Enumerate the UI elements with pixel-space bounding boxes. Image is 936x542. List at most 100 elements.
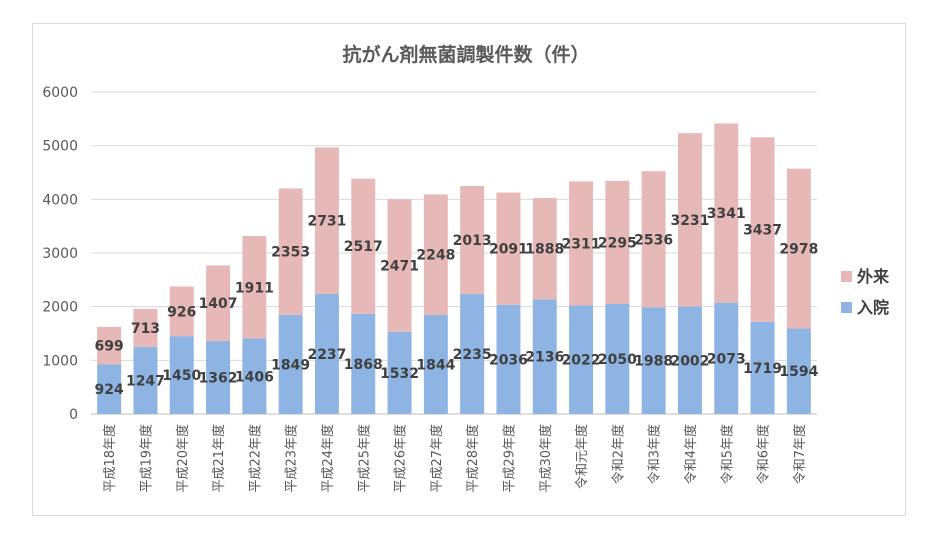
data-label: 1911 xyxy=(235,280,274,296)
bar-outpatient-10 xyxy=(460,186,485,295)
data-label: 2022 xyxy=(562,353,601,369)
chart-title: 抗がん剤無菌調製件数（件） xyxy=(342,43,589,66)
bar-outpatient-15 xyxy=(641,171,666,308)
data-label: 3437 xyxy=(743,223,782,239)
y-axis: 0 1000 2000 3000 4000 5000 6000 xyxy=(42,85,78,423)
data-label: 2013 xyxy=(453,233,492,249)
x-tick-label: 平成21年度 xyxy=(211,424,227,493)
stacked-bar-chart: 抗がん剤無菌調製件数（件） 0100020003000400050006000 … xyxy=(42,43,890,493)
bar-inpatient-1 xyxy=(133,347,158,414)
legend-swatch xyxy=(841,271,852,282)
x-tick-label: 令和5年度 xyxy=(719,424,735,484)
data-label: 1450 xyxy=(162,368,201,384)
legend-label: 外来 xyxy=(856,267,890,286)
bar-inpatient-12 xyxy=(532,299,557,414)
data-label: 1247 xyxy=(126,374,165,390)
x-axis: 平成18年度 平成19年度 平成20年度 平成21年度 平成22年度 平成23年度 平成24… xyxy=(102,424,808,493)
bar-outpatient-8 xyxy=(387,199,412,332)
bar-outpatient-13 xyxy=(569,181,594,306)
x-tick-label: 平成19年度 xyxy=(138,424,154,493)
bar-inpatient-8 xyxy=(387,331,412,414)
data-label: 926 xyxy=(167,304,196,320)
data-label: 3231 xyxy=(670,213,709,229)
x-tick-label: 平成23年度 xyxy=(284,424,300,493)
x-tick-label: 平成18年度 xyxy=(102,424,118,493)
bar-inpatient-17 xyxy=(714,302,739,414)
x-tick-label: 平成28年度 xyxy=(465,424,481,493)
data-label: 2517 xyxy=(344,239,383,255)
data-label: 1594 xyxy=(779,364,818,380)
x-tick-label: 平成24年度 xyxy=(320,424,336,493)
x-tick-label: 平成25年度 xyxy=(356,424,372,493)
data-label: 1888 xyxy=(525,242,564,258)
y-tick-label: 0 xyxy=(69,407,78,423)
data-label: 2978 xyxy=(779,242,818,258)
bar-outpatient-12 xyxy=(532,198,557,300)
x-tick-label: 令和4年度 xyxy=(683,424,699,484)
data-label: 1988 xyxy=(634,354,673,370)
data-label: 2073 xyxy=(707,351,746,367)
bar-outpatient-6 xyxy=(314,147,339,294)
bar-inpatient-0 xyxy=(97,364,122,414)
data-label: 1407 xyxy=(199,296,238,312)
bar-outpatient-9 xyxy=(423,194,448,316)
data-label: 2248 xyxy=(416,248,455,264)
data-label: 2002 xyxy=(670,353,709,369)
bar-outpatient-3 xyxy=(206,265,231,341)
y-tick-label: 4000 xyxy=(42,192,78,208)
x-tick-label: 令和2年度 xyxy=(610,424,626,484)
data-label: 1362 xyxy=(199,370,238,386)
bar-outpatient-17 xyxy=(714,123,739,303)
x-tick-label: 平成26年度 xyxy=(393,424,409,493)
bar-outpatient-2 xyxy=(169,286,194,337)
data-label: 699 xyxy=(95,339,124,355)
data-label: 2536 xyxy=(634,232,673,248)
bar-outpatient-4 xyxy=(242,235,267,339)
bar-outpatient-19 xyxy=(786,168,811,329)
bars xyxy=(97,123,811,414)
y-tick-label: 3000 xyxy=(42,246,78,262)
bar-inpatient-10 xyxy=(460,294,485,414)
bar-outpatient-5 xyxy=(278,188,303,315)
bar-inpatient-2 xyxy=(169,336,194,414)
bar-outpatient-14 xyxy=(605,180,630,304)
data-label: 2235 xyxy=(453,347,492,363)
x-tick-label: 平成20年度 xyxy=(175,424,191,493)
bar-inpatient-11 xyxy=(496,304,521,414)
data-label: 924 xyxy=(95,382,124,398)
bar-inpatient-14 xyxy=(605,303,630,414)
y-tick-label: 6000 xyxy=(42,85,78,101)
legend-swatch xyxy=(841,302,852,313)
data-label: 1844 xyxy=(416,358,455,374)
data-label: 2295 xyxy=(598,235,637,251)
data-label: 2136 xyxy=(525,350,564,366)
data-label: 1868 xyxy=(344,357,383,373)
bar-inpatient-3 xyxy=(206,340,231,414)
chart-frame: 抗がん剤無菌調製件数（件） 0 1000 2000 3000 4000 5000 6000 … xyxy=(32,23,906,516)
data-label: 2050 xyxy=(598,352,637,368)
x-tick-label: 令和7年度 xyxy=(792,424,808,484)
bar-inpatient-9 xyxy=(423,315,448,414)
bar-inpatient-15 xyxy=(641,307,666,414)
bar-inpatient-16 xyxy=(677,306,702,414)
bar-outpatient-7 xyxy=(351,178,376,314)
bar-inpatient-19 xyxy=(786,328,811,414)
x-tick-label: 平成29年度 xyxy=(501,424,517,493)
bar-outpatient-11 xyxy=(496,192,521,305)
data-label: 3341 xyxy=(707,206,746,222)
x-tick-label: 平成22年度 xyxy=(247,424,263,493)
x-tick-label: 平成27年度 xyxy=(429,424,445,493)
y-tick-label: 2000 xyxy=(42,300,78,316)
y-tick-label: 5000 xyxy=(42,139,78,155)
data-labels: 924 699 1247 713 1450 926 1362 1407 1406 1911 1849… xyxy=(95,206,819,398)
data-label: 2471 xyxy=(380,258,419,274)
bar-outpatient-1 xyxy=(133,308,158,348)
bar-outpatient-16 xyxy=(677,133,702,307)
data-label: 2036 xyxy=(489,352,528,368)
bar-inpatient-18 xyxy=(750,321,775,414)
data-label: 2353 xyxy=(271,245,310,261)
x-tick-label: 令和元年度 xyxy=(574,424,590,489)
bar-inpatient-5 xyxy=(278,314,303,414)
y-tick-label: 1000 xyxy=(42,353,78,369)
